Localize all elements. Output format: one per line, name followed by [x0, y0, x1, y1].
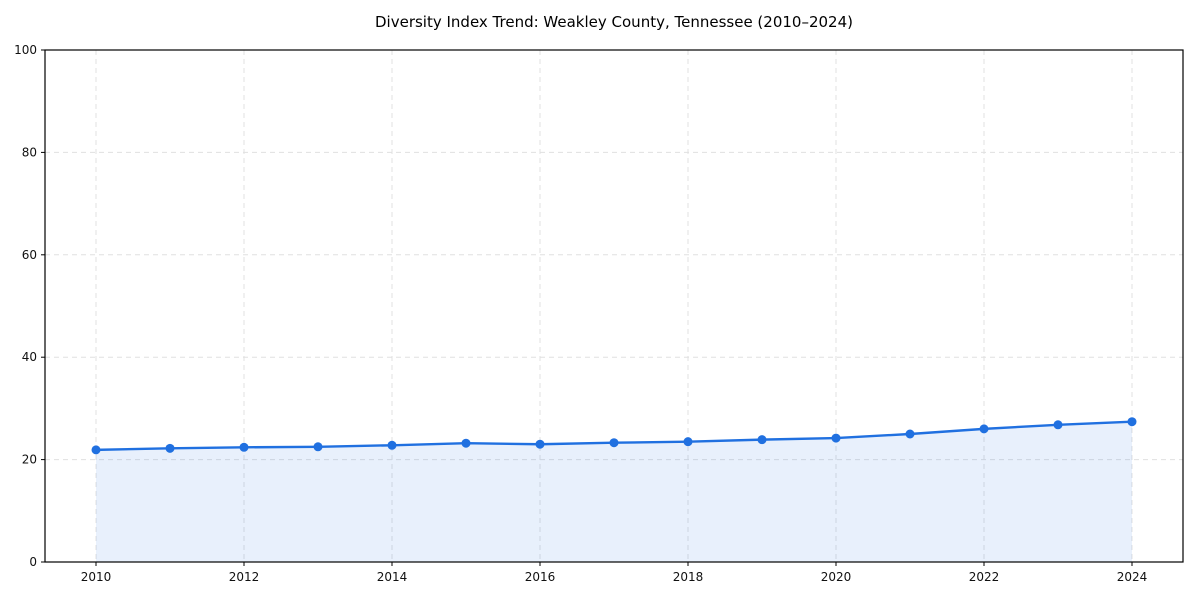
plot-frame	[44, 49, 1184, 563]
area-fill	[96, 421, 1132, 562]
data-point	[757, 435, 767, 445]
x-tick-label: 2020	[821, 570, 852, 584]
data-point	[239, 442, 249, 452]
x-tick-label: 2016	[525, 570, 556, 584]
data-point	[1127, 417, 1137, 427]
y-tick-label: 20	[22, 453, 37, 467]
x-tick-label: 2010	[81, 570, 112, 584]
data-point	[387, 440, 397, 450]
y-tick-label: 60	[22, 248, 37, 262]
data-point	[1053, 420, 1063, 430]
x-tick-label: 2024	[1117, 570, 1148, 584]
y-tick-label: 100	[14, 43, 37, 57]
data-point	[609, 438, 619, 448]
data-point	[905, 429, 915, 439]
x-tick-label: 2014	[377, 570, 408, 584]
data-point	[683, 437, 693, 447]
data-point	[979, 424, 989, 434]
x-tick-label: 2012	[229, 570, 260, 584]
y-tick-label: 40	[22, 350, 37, 364]
y-tick-label: 80	[22, 145, 37, 159]
x-tick-label: 2022	[969, 570, 1000, 584]
x-tick-label: 2018	[673, 570, 704, 584]
data-point	[535, 439, 545, 449]
data-point	[313, 442, 323, 452]
y-tick-label: 0	[29, 555, 37, 569]
data-point	[165, 443, 175, 453]
data-point	[461, 438, 471, 448]
chart-title: Diversity Index Trend: Weakley County, T…	[375, 13, 853, 31]
data-point	[831, 433, 841, 443]
data-point	[91, 445, 101, 455]
